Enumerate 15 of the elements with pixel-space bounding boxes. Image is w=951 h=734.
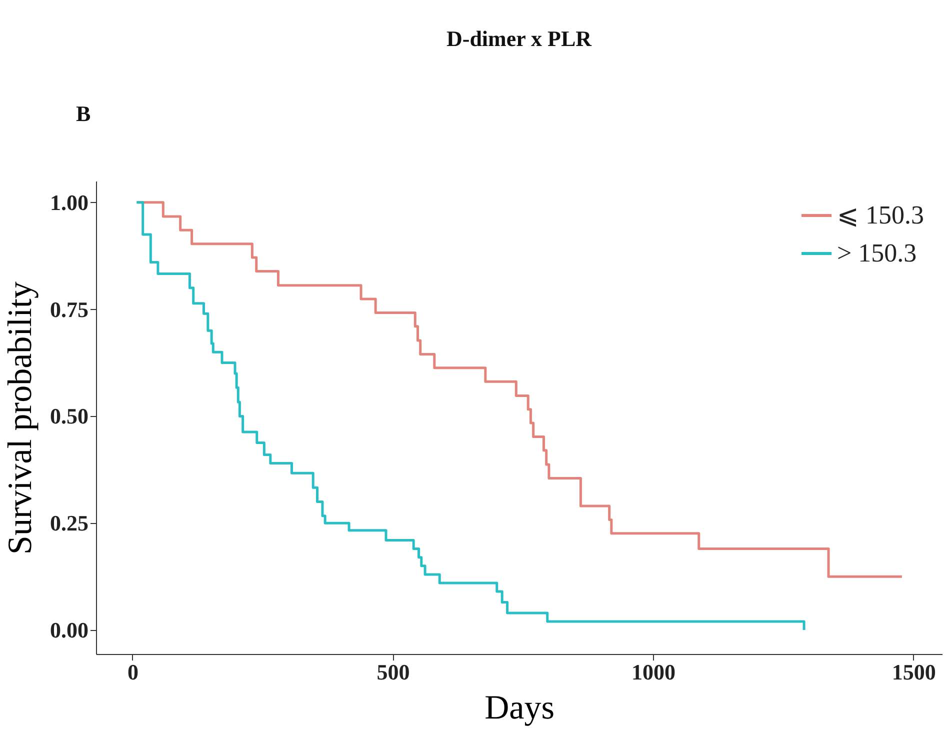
- y-tick-label: 0.75: [50, 296, 88, 322]
- x-tick-label: 1000: [632, 660, 676, 684]
- y-tick-label: 1.00: [50, 190, 88, 215]
- x-axis-title: Days: [484, 690, 554, 726]
- text: B: [76, 101, 91, 126]
- x-tick-label: 0: [127, 660, 138, 684]
- legend-label: > 150.3: [837, 238, 917, 268]
- y-tick-label: 0.00: [50, 618, 88, 643]
- legend-label: ⩽ 150.3: [837, 200, 924, 230]
- x-tick-label: 500: [376, 660, 410, 684]
- x-tick-label: 1500: [892, 660, 936, 684]
- chart-title: D-dimer x PLR: [446, 26, 593, 51]
- y-tick-label: 0.25: [50, 510, 88, 536]
- y-axis-title: Survival probability: [2, 282, 39, 554]
- y-tick-label: 0.50: [50, 404, 88, 429]
